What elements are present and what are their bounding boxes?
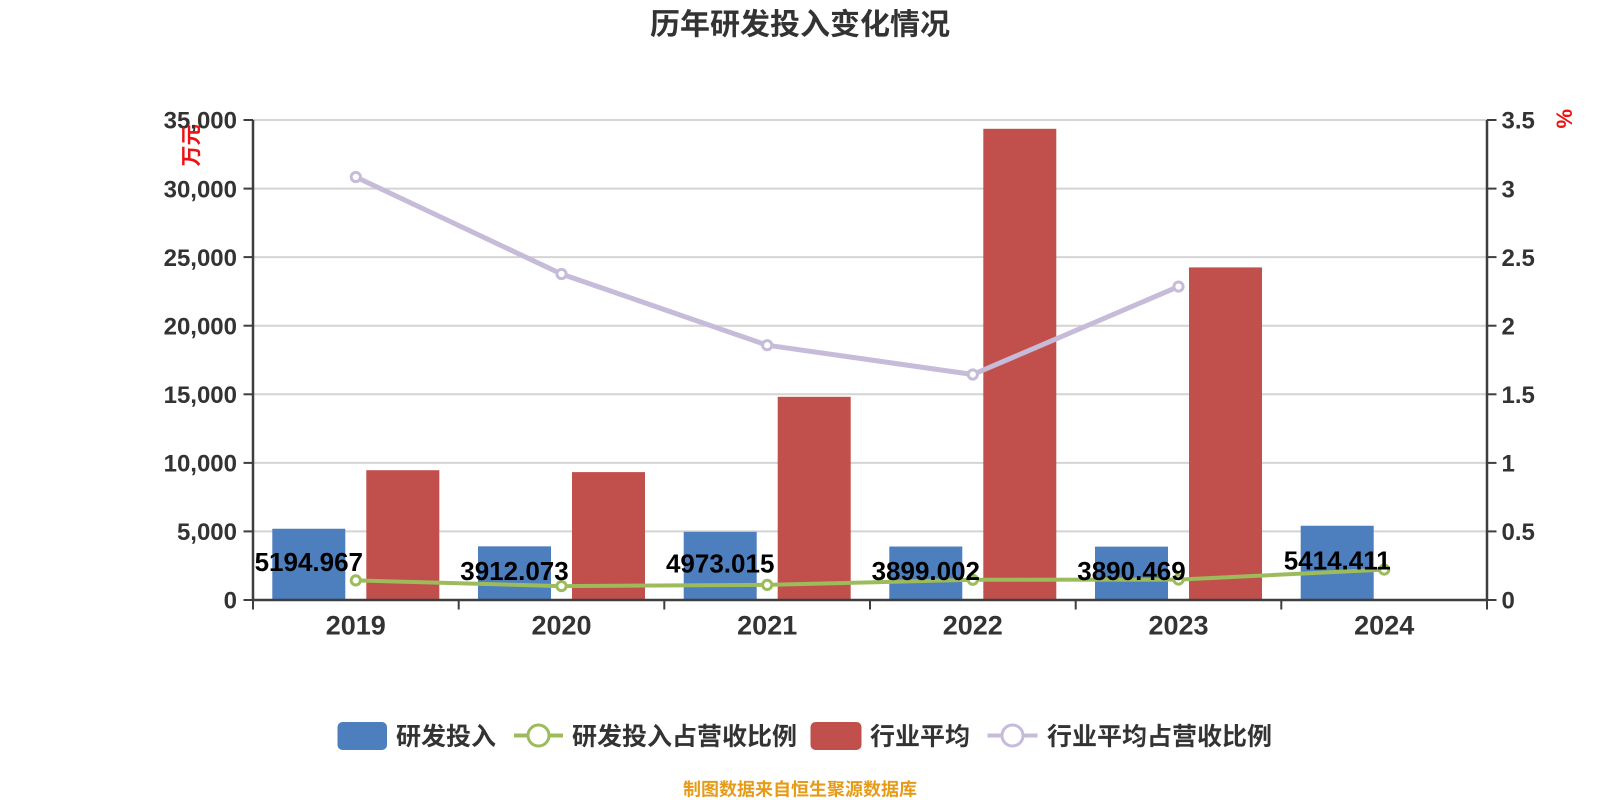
svg-text:3899.002: 3899.002	[872, 556, 980, 586]
svg-text:3890.469: 3890.469	[1077, 556, 1185, 586]
svg-text:0: 0	[224, 588, 237, 615]
svg-text:10,000: 10,000	[164, 451, 237, 478]
svg-text:0: 0	[1502, 588, 1515, 615]
svg-text:5194.967: 5194.967	[255, 547, 363, 577]
svg-text:2.5: 2.5	[1502, 245, 1535, 272]
svg-text:2024: 2024	[1354, 611, 1414, 641]
svg-text:30,000: 30,000	[164, 176, 237, 203]
svg-text:0.5: 0.5	[1502, 519, 1535, 546]
svg-text:4973.015: 4973.015	[666, 549, 774, 579]
svg-text:15,000: 15,000	[164, 382, 237, 409]
svg-text:3912.073: 3912.073	[460, 556, 568, 586]
svg-text:%: %	[1552, 109, 1577, 129]
svg-text:3.5: 3.5	[1502, 108, 1535, 135]
svg-text:2020: 2020	[531, 611, 591, 641]
svg-text:2019: 2019	[326, 611, 386, 641]
svg-text:25,000: 25,000	[164, 245, 237, 272]
svg-text:1.5: 1.5	[1502, 382, 1535, 409]
svg-text:20,000: 20,000	[164, 313, 237, 340]
svg-text:5,000: 5,000	[177, 519, 237, 546]
svg-text:5414.411: 5414.411	[1284, 546, 1391, 576]
svg-text:35,000: 35,000	[164, 108, 237, 135]
svg-text:2021: 2021	[737, 611, 797, 641]
svg-text:3: 3	[1502, 176, 1515, 203]
svg-text:2023: 2023	[1148, 611, 1208, 641]
svg-text:2: 2	[1502, 313, 1515, 340]
svg-text:2022: 2022	[943, 611, 1003, 641]
svg-text:1: 1	[1502, 451, 1515, 478]
